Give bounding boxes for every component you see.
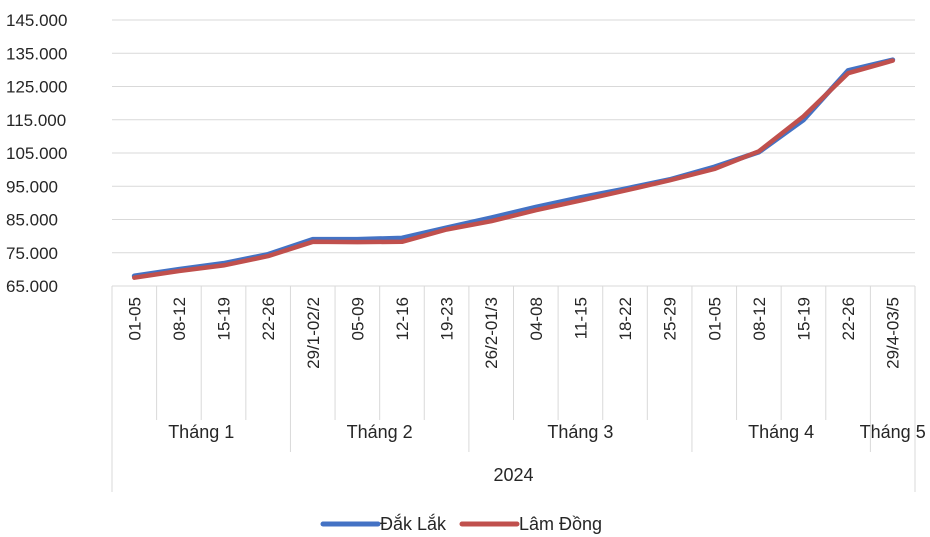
y-tick-label: 75.000	[6, 244, 58, 263]
y-axis-ticks: 65.000 75.000 85.000 95.000 105.000 115.000 12…	[6, 11, 67, 296]
legend: Đắk Lắk Lâm Đồng	[320, 513, 602, 534]
x-axis: 01-05 08-12 15-19 22-26 29/1-02/2 05-09 12-16 1…	[111, 286, 926, 492]
series-line-2	[132, 58, 895, 280]
month-group-label: Tháng 3	[547, 422, 613, 442]
x-tick-label: 01-05	[705, 297, 724, 340]
y-tick-label: 85.000	[6, 211, 58, 230]
x-tick-label: 12-16	[393, 297, 412, 340]
y-tick-label: 145.000	[6, 11, 67, 30]
series-line-1	[131, 57, 896, 279]
x-tick-label: 19-23	[438, 297, 457, 340]
y-tick-label: 115.000	[6, 111, 66, 130]
y-tick-label: 105.000	[6, 144, 67, 163]
x-tick-label: 04-08	[527, 297, 546, 340]
x-tick-label: 05-09	[348, 297, 367, 340]
month-group-label: Tháng 5	[860, 422, 926, 442]
year-label: 2024	[493, 465, 533, 485]
y-tick-label: 65.000	[6, 277, 58, 296]
x-tick-label: 15-19	[215, 297, 234, 340]
series-lines	[131, 57, 896, 280]
x-tick-label: 11-15	[571, 297, 590, 339]
x-tick-label: 18-22	[616, 297, 635, 340]
x-tick-label: 01-05	[125, 297, 144, 340]
y-tick-label: 135.000	[6, 44, 67, 63]
x-tick-label: 26/2-01/3	[482, 297, 501, 369]
y-tick-label: 95.000	[6, 177, 58, 196]
month-group-label: Tháng 2	[347, 422, 413, 442]
x-tick-label: 22-26	[259, 297, 278, 340]
x-tick-label: 08-12	[750, 297, 769, 340]
y-tick-label: 125.000	[6, 78, 67, 97]
x-tick-label: 22-26	[839, 297, 858, 340]
month-group-label: Tháng 1	[168, 422, 234, 442]
legend-label-2: Lâm Đồng	[519, 514, 602, 534]
month-group-label: Tháng 4	[748, 422, 814, 442]
x-tick-label: 29/4-03/5	[884, 297, 903, 369]
x-tick-label: 25-29	[661, 297, 680, 340]
grid-lines	[112, 19, 915, 287]
legend-label-1: Đắk Lắk	[380, 513, 447, 534]
x-tick-label: 08-12	[170, 297, 189, 340]
x-tick-label: 15-19	[794, 297, 813, 340]
x-tick-label: 29/1-02/2	[304, 297, 323, 369]
